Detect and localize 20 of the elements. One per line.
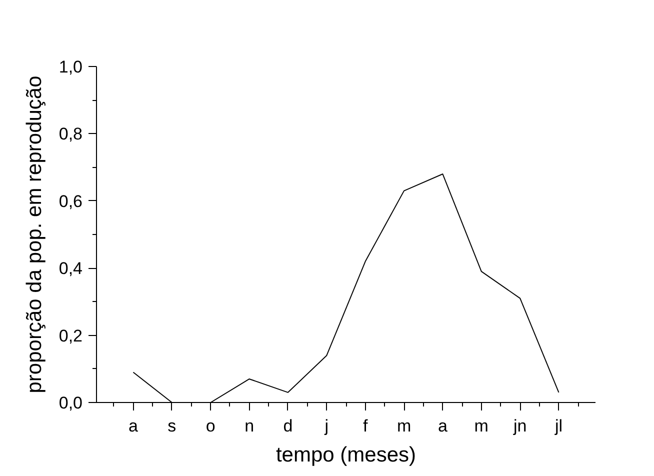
y-tick-label: 0,8 bbox=[58, 124, 83, 144]
x-tick-label: m bbox=[396, 416, 412, 436]
y-tick-label: 1,0 bbox=[58, 58, 83, 76]
x-tick-label: jl bbox=[554, 416, 563, 436]
x-tick-label: a bbox=[128, 416, 139, 436]
x-tick-label: f bbox=[362, 416, 368, 436]
x-tick-label: n bbox=[244, 416, 254, 436]
y-tick-label: 0,2 bbox=[58, 326, 83, 346]
x-tick-label: jn bbox=[512, 416, 527, 436]
x-tick-label: d bbox=[283, 416, 293, 436]
x-tick-label: a bbox=[438, 416, 448, 436]
y-axis-title: proporção da pop. em reprodução bbox=[22, 76, 46, 394]
x-tick-label: j bbox=[324, 416, 329, 436]
x-axis-title: tempo (meses) bbox=[276, 444, 416, 466]
x-tick-label: o bbox=[206, 416, 216, 436]
x-tick-label: s bbox=[168, 416, 176, 436]
y-tick-label: 0,4 bbox=[58, 259, 83, 278]
x-tick-label: m bbox=[474, 416, 488, 436]
y-tick-label: 0,0 bbox=[58, 394, 83, 412]
y-tick-label: 0,6 bbox=[58, 192, 83, 211]
